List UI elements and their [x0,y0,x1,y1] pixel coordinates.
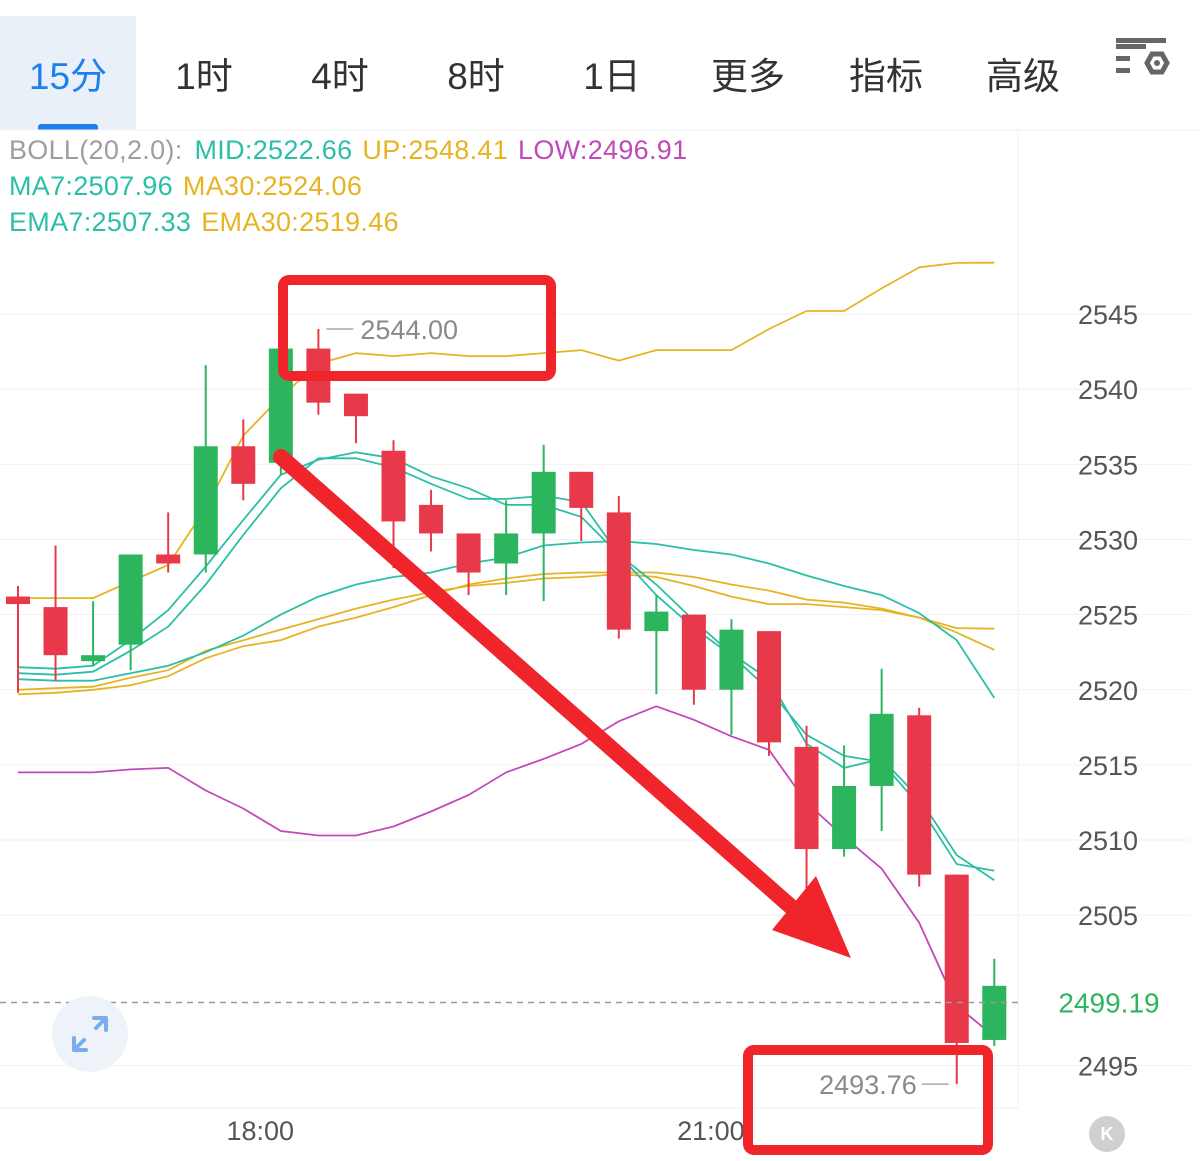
annotation-low-box [743,1045,993,1155]
y-tick-label: 2510 [1078,826,1138,856]
y-tick-label: 2515 [1078,751,1138,781]
y-tick-label: 2535 [1078,450,1138,480]
candle-down [569,471,594,508]
boll-low: LOW:2496.91 [518,135,688,165]
current-price-label: 2499.19 [1058,988,1159,1019]
tab-0[interactable]: 15分 [0,16,136,130]
candle-up [494,533,519,564]
ma-info-row: MA7:2507.96 MA30:2524.06 [9,169,372,203]
boll-info-row: BOLL(20,2.0): MID:2522.66 UP:2548.41 LOW:24… [9,133,697,167]
tab-1[interactable]: 1时 [136,16,272,130]
ema7-value: EMA7:2507.33 [9,207,192,237]
candle-down [681,614,706,690]
y-tick-label: 2530 [1078,525,1138,555]
k-button[interactable]: K [1089,1116,1125,1152]
annotation-arrow-shaft [273,449,814,928]
y-tick-label: 2520 [1078,676,1138,706]
tab-label: 更多 [711,56,785,97]
y-tick-label: 2495 [1078,1052,1138,1082]
ma7-value: MA7:2507.96 [9,171,173,201]
boll-up: UP:2548.41 [362,135,509,165]
line-low [18,705,995,1038]
y-tick-label: 2525 [1078,601,1138,631]
candle-up [193,446,218,555]
current-price-label-bg [1020,978,1198,1025]
tab-5[interactable]: 更多 [680,16,816,130]
y-tick-label: 2505 [1078,901,1138,931]
candle-up [869,713,894,786]
boll-mid: MID:2522.66 [194,135,353,165]
candle-down [907,715,932,875]
candle-down [419,504,444,534]
x-tick-label: 21:00 [677,1116,745,1146]
candle-up [982,985,1007,1040]
candle-down [606,512,631,630]
tab-label: 1日 [583,56,641,97]
tab-6[interactable]: 指标 [818,16,954,130]
candle-down [231,446,256,484]
line-up [18,261,995,599]
boll-label: BOLL(20,2.0): [9,135,183,165]
low-marker-label: 2493.76 [819,1070,917,1100]
candle-down [6,596,30,605]
ema30-value: EMA30:2519.46 [201,207,399,237]
candle-down [757,631,781,743]
expand-button[interactable] [52,996,128,1072]
tab-label: 15分 [28,56,108,97]
settings-icon[interactable] [1112,30,1172,90]
high-marker-label: 2544.00 [360,315,458,345]
annotation-high-box [278,275,556,381]
candle-down [944,874,969,1043]
candle-up [644,611,669,632]
tab-label: 8时 [447,56,505,97]
y-tick-label: 2545 [1078,300,1138,330]
candle-down [456,533,481,573]
tab-label: 高级 [986,56,1060,97]
line-ema7 [17,457,995,881]
tab-label: 1时 [175,56,233,97]
candle-up [719,629,744,690]
active-tab-indicator [38,124,98,130]
tab-label: 指标 [849,56,923,97]
candle-up [81,655,106,662]
candle-down [43,607,68,656]
candle-down [794,746,819,850]
ema-info-row: EMA7:2507.33 EMA30:2519.46 [9,205,409,239]
candle-down [156,554,181,564]
tab-2[interactable]: 4时 [272,16,408,130]
expand-icon [72,1016,108,1052]
candle-up [832,785,857,850]
candle-down [381,450,406,522]
candle-down [343,393,368,417]
ma30-value: MA30:2524.06 [182,171,363,201]
candle-up [531,471,556,534]
tab-4[interactable]: 1日 [544,16,680,130]
tab-7[interactable]: 高级 [955,16,1091,130]
candle-up [118,554,143,645]
x-tick-label: 18:00 [227,1116,295,1146]
tab-label: 4时 [311,56,369,97]
annotation-arrow-head [772,876,851,958]
interval-tabs: 15分 1时 4时 8时 1日 更多 指标 高级 [0,16,1200,130]
y-tick-label: 2540 [1078,375,1138,405]
tab-3[interactable]: 8时 [408,16,544,130]
